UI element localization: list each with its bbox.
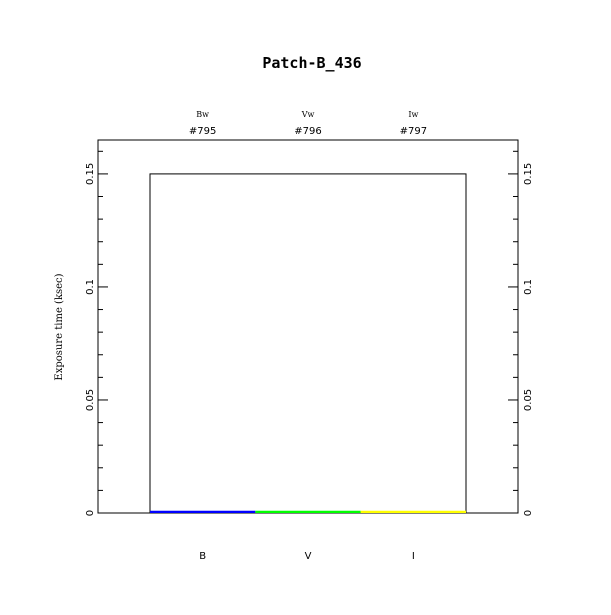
y-tick-label-right: 0.05 (523, 389, 534, 411)
id-label: #797 (400, 126, 427, 137)
filter-label: Vw (301, 110, 315, 119)
y-tick-label: 0.15 (85, 163, 96, 185)
id-label: #796 (294, 126, 321, 137)
bar-I (360, 510, 466, 513)
total-outline (149, 173, 467, 514)
bar-B (150, 510, 256, 513)
plot-frame (97, 139, 519, 514)
x-tick-label: I (412, 551, 415, 562)
y-tick-label: 0 (85, 510, 96, 516)
id-label: #795 (189, 126, 216, 137)
x-tick-label: B (199, 551, 206, 562)
y-tick-label-right: 0.15 (523, 163, 534, 185)
bar-V (255, 510, 361, 513)
y-axis-label: Exposure time (ksec) (54, 273, 65, 380)
filter-label: Iw (408, 110, 418, 119)
chart-title: Patch-B_436 (262, 54, 361, 72)
x-tick-label: V (305, 551, 312, 562)
y-tick-label: 0.05 (85, 389, 96, 411)
y-tick-label: 0.1 (85, 279, 96, 295)
filter-label: Bw (196, 110, 209, 119)
y-tick-label-right: 0.1 (523, 279, 534, 295)
y-tick-label-right: 0 (523, 510, 534, 516)
